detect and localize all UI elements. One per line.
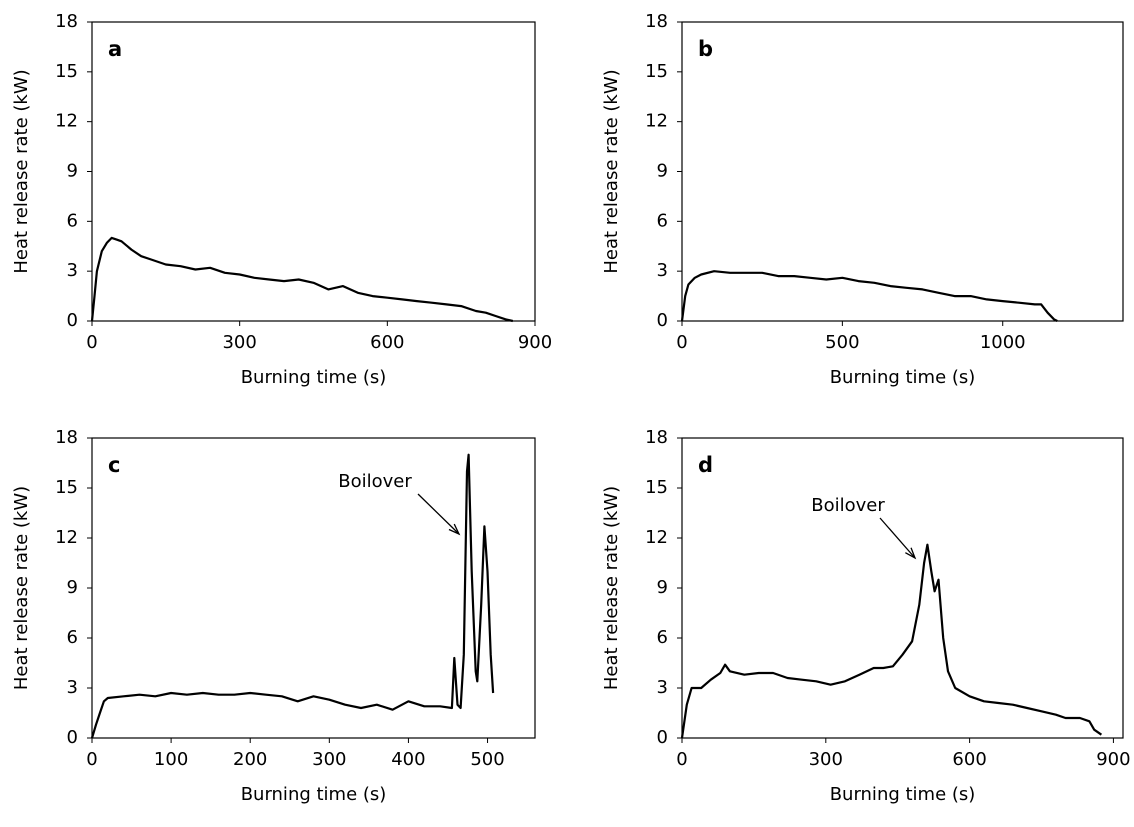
annotation-arrow: [879, 517, 916, 559]
y-tick-label: 0: [657, 310, 668, 331]
x-tick-label: 900: [1096, 749, 1130, 770]
panel-label: d: [698, 453, 713, 477]
x-tick-label: 0: [676, 332, 687, 353]
panel-label: b: [698, 37, 713, 61]
x-tick-label: 500: [825, 332, 859, 353]
y-tick-label: 15: [55, 477, 78, 498]
y-tick-label: 3: [657, 260, 668, 281]
x-tick-label: 0: [86, 749, 97, 770]
x-tick-label: 900: [518, 332, 552, 353]
y-tick-label: 9: [657, 161, 668, 182]
y-axis-label: Heat release rate (kW): [11, 486, 32, 690]
x-tick-label: 400: [391, 749, 425, 770]
y-tick-label: 12: [55, 527, 78, 548]
y-tick-label: 6: [67, 210, 78, 231]
x-axis-label: Burning time (s): [241, 784, 387, 805]
x-tick-label: 0: [676, 749, 687, 770]
x-axis-label: Burning time (s): [241, 367, 387, 388]
y-axis-label: Heat release rate (kW): [601, 486, 622, 690]
x-tick-label: 0: [86, 332, 97, 353]
y-tick-label: 12: [645, 111, 668, 132]
y-tick-label: 0: [657, 727, 668, 748]
y-tick-label: 3: [657, 677, 668, 698]
y-tick-label: 6: [67, 627, 78, 648]
y-tick-label: 9: [67, 161, 78, 182]
plot-frame: [91, 21, 536, 322]
y-tick-label: 15: [645, 61, 668, 82]
plot-frame: [681, 21, 1124, 322]
x-tick-label: 1000: [980, 332, 1026, 353]
annotation: Boilover: [811, 495, 885, 516]
x-tick-label: 300: [312, 749, 346, 770]
x-tick-label: 600: [370, 332, 404, 353]
y-tick-label: 0: [67, 727, 78, 748]
y-tick-label: 12: [55, 111, 78, 132]
y-axis-label: Heat release rate (kW): [11, 69, 32, 273]
x-tick-label: 500: [470, 749, 504, 770]
annotation-arrowhead: [448, 523, 461, 536]
data-line: [90, 236, 514, 323]
annotation: Boilover: [338, 471, 412, 492]
y-tick-label: 12: [645, 527, 668, 548]
panel-label: c: [108, 453, 120, 477]
x-tick-label: 300: [222, 332, 256, 353]
y-tick-label: 15: [55, 61, 78, 82]
y-tick-label: 9: [657, 577, 668, 598]
y-tick-label: 0: [67, 310, 78, 331]
plot-frame: [681, 437, 1124, 739]
y-tick-label: 18: [645, 11, 668, 32]
panel-label: a: [108, 37, 122, 61]
y-tick-label: 18: [55, 11, 78, 32]
data-line: [680, 270, 1058, 322]
y-tick-label: 3: [67, 677, 78, 698]
y-tick-label: 18: [55, 427, 78, 448]
y-tick-label: 15: [645, 477, 668, 498]
y-tick-label: 9: [67, 577, 78, 598]
y-axis-label: Heat release rate (kW): [601, 69, 622, 273]
annotation-arrow: [417, 493, 460, 535]
data-line: [90, 453, 495, 739]
annotation-arrowhead: [905, 547, 917, 560]
x-axis-label: Burning time (s): [830, 784, 976, 805]
y-tick-label: 3: [67, 260, 78, 281]
x-tick-label: 100: [154, 749, 188, 770]
y-tick-label: 6: [657, 627, 668, 648]
x-tick-label: 300: [809, 749, 843, 770]
data-line: [680, 543, 1103, 739]
x-axis-label: Burning time (s): [830, 367, 976, 388]
x-tick-label: 200: [233, 749, 267, 770]
x-tick-label: 600: [952, 749, 986, 770]
y-tick-label: 6: [657, 210, 668, 231]
y-tick-label: 18: [645, 427, 668, 448]
